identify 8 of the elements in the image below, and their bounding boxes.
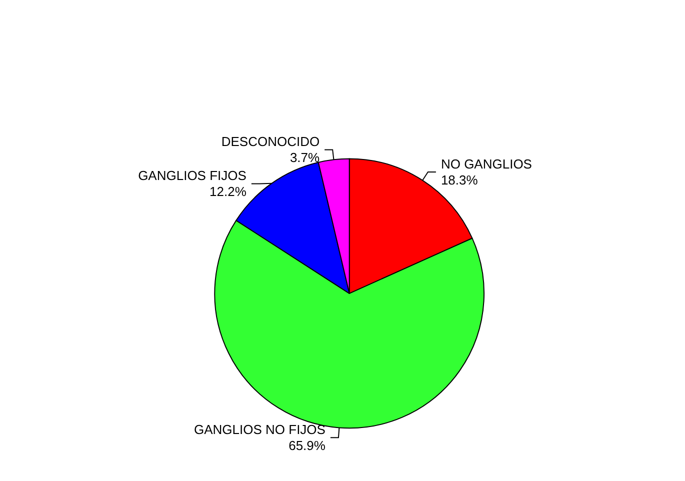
slice-label: DESCONOCIDO	[221, 134, 320, 150]
slice-label: GANGLIOS NO FIJOS	[194, 422, 326, 438]
slice-label: NO GANGLIOS	[440, 156, 532, 172]
data-label: 65.9%	[288, 438, 326, 454]
data-label: 12.2%	[210, 184, 247, 200]
data-label: 3.7%	[290, 150, 320, 166]
data-label: 18.3%	[440, 172, 478, 188]
slice-label: GANGLIOS FIJOS	[138, 168, 247, 184]
